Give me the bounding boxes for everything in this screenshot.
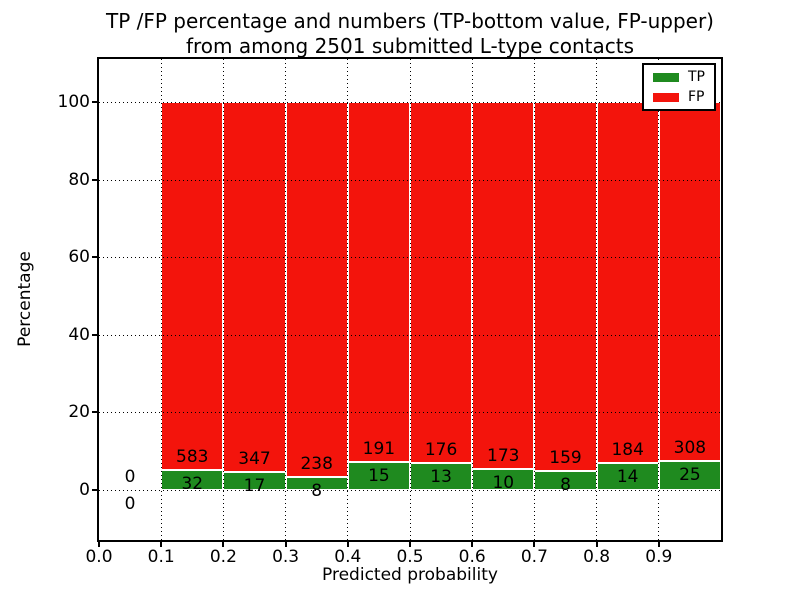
chart-title-line1: TP /FP percentage and numbers (TP-bottom… bbox=[106, 9, 714, 33]
x-tick-mark bbox=[471, 542, 474, 547]
x-tick-label: 0.0 bbox=[85, 547, 113, 567]
y-tick-mark bbox=[92, 489, 97, 491]
x-tick-label: 0.4 bbox=[334, 547, 362, 567]
v-gridline bbox=[285, 59, 287, 540]
v-gridline bbox=[222, 59, 224, 540]
grid-layer bbox=[99, 59, 721, 540]
x-tick-mark bbox=[346, 542, 349, 547]
tp-bar-segment bbox=[410, 463, 473, 490]
tp-count-label: 8 bbox=[560, 475, 571, 496]
fp-count-label: 308 bbox=[673, 437, 707, 458]
x-tick-mark bbox=[409, 542, 411, 547]
v-gridline bbox=[533, 59, 535, 540]
x-tick-mark bbox=[533, 542, 536, 547]
v-gridline bbox=[347, 59, 349, 540]
x-tick-label: 0.2 bbox=[209, 547, 237, 567]
y-tick-label: 80 bbox=[68, 169, 90, 190]
fp-count-label: 347 bbox=[238, 448, 271, 469]
y-tick-mark bbox=[92, 411, 97, 414]
v-gridline bbox=[471, 59, 473, 540]
y-axis-label: Percentage bbox=[15, 251, 35, 347]
fp-count-label: 184 bbox=[611, 439, 644, 460]
chart-title-line2: from among 2501 submitted L-type contact… bbox=[185, 34, 635, 58]
y-tick-label: 40 bbox=[68, 324, 90, 345]
tp-bar-segment bbox=[472, 468, 535, 490]
tp-bar-segment bbox=[534, 471, 597, 490]
tp-count-label: 8 bbox=[311, 481, 323, 502]
fp-count-label: 583 bbox=[176, 446, 209, 467]
fp-count-label: 0 bbox=[124, 467, 136, 487]
x-tick-mark bbox=[595, 542, 598, 547]
x-tick-mark bbox=[284, 542, 287, 547]
tp-count-label: 14 bbox=[616, 466, 639, 487]
x-tick-mark bbox=[160, 542, 163, 547]
fp-bar-segment bbox=[596, 102, 659, 463]
y-tick-mark bbox=[92, 178, 97, 181]
x-tick-mark bbox=[98, 542, 100, 547]
fp-bar-segment bbox=[472, 102, 535, 469]
fp-count-label: 176 bbox=[424, 440, 458, 461]
tp-count-label: 17 bbox=[243, 475, 266, 496]
tp-count-label: 10 bbox=[492, 472, 515, 493]
x-tick-mark bbox=[222, 542, 225, 547]
fp-legend-label: FP bbox=[688, 89, 705, 105]
x-tick-label: 0.6 bbox=[458, 547, 486, 567]
fp-bar-segment bbox=[410, 102, 473, 464]
y-tick-label: 60 bbox=[68, 247, 90, 268]
tp-bar-segment bbox=[161, 469, 224, 490]
tp-bar-segment bbox=[285, 477, 348, 490]
tp-count-label: 15 bbox=[368, 465, 390, 486]
tp-count-label: 0 bbox=[124, 494, 136, 514]
x-tick-label: 0.5 bbox=[396, 547, 424, 567]
y-tick-mark bbox=[92, 333, 97, 336]
y-tick-mark bbox=[92, 101, 97, 103]
tp-legend-swatch bbox=[653, 72, 679, 82]
fp-count-label: 173 bbox=[487, 445, 520, 466]
fp-count-label: 159 bbox=[549, 448, 582, 469]
x-tick-label: 0.1 bbox=[147, 547, 175, 567]
tp-bar-segment bbox=[223, 471, 286, 490]
fp-bar-segment bbox=[223, 102, 286, 472]
y-tick-mark bbox=[92, 256, 97, 259]
tp-bar-segment bbox=[658, 460, 721, 490]
v-gridline bbox=[596, 59, 598, 540]
plot-area: 0 0 583 32 347 17 238 8 191 15 176 13 173 10 159 8 184 14… bbox=[97, 57, 723, 542]
fp-count-label: 238 bbox=[300, 454, 333, 475]
tp-count-label: 25 bbox=[679, 464, 701, 485]
fp-legend-swatch bbox=[653, 92, 679, 102]
tp-bar-segment bbox=[596, 462, 659, 490]
y-tick-label: 20 bbox=[68, 402, 90, 423]
bars-layer bbox=[99, 59, 721, 540]
y-tick-label: 100 bbox=[57, 92, 90, 112]
tp-bar-segment bbox=[347, 461, 410, 490]
x-tick-mark bbox=[657, 542, 660, 547]
fp-bar-segment bbox=[161, 102, 224, 470]
fp-bar-segment bbox=[347, 102, 410, 462]
x-tick-label: 0.8 bbox=[583, 547, 611, 567]
tp-count-label: 32 bbox=[181, 473, 204, 494]
fp-count-label: 191 bbox=[362, 438, 396, 459]
bar-labels-layer: 0 0 583 32 347 17 238 8 191 15 176 13 173 10 159 8 184 14… bbox=[99, 59, 721, 540]
v-gridline bbox=[658, 59, 660, 540]
x-axis-label: Predicted probability bbox=[322, 565, 498, 585]
v-gridline bbox=[409, 59, 411, 540]
fp-bar-segment bbox=[285, 102, 348, 478]
x-tick-label: 0.3 bbox=[272, 547, 300, 567]
legend-item-fp: FP bbox=[653, 90, 705, 104]
y-tick-label: 0 bbox=[79, 480, 90, 500]
x-tick-label: 0.9 bbox=[645, 547, 673, 567]
fp-bar-segment bbox=[658, 102, 721, 461]
tp-count-label: 13 bbox=[430, 467, 452, 488]
x-tick-label: 0.7 bbox=[520, 547, 548, 567]
fp-bar-segment bbox=[534, 102, 597, 472]
legend-item-tp: TP bbox=[653, 70, 705, 84]
tp-legend-label: TP bbox=[688, 69, 705, 85]
legend: TP FP bbox=[642, 63, 716, 111]
v-gridline bbox=[160, 59, 162, 540]
chart-title: TP /FP percentage and numbers (TP-bottom… bbox=[99, 9, 721, 59]
